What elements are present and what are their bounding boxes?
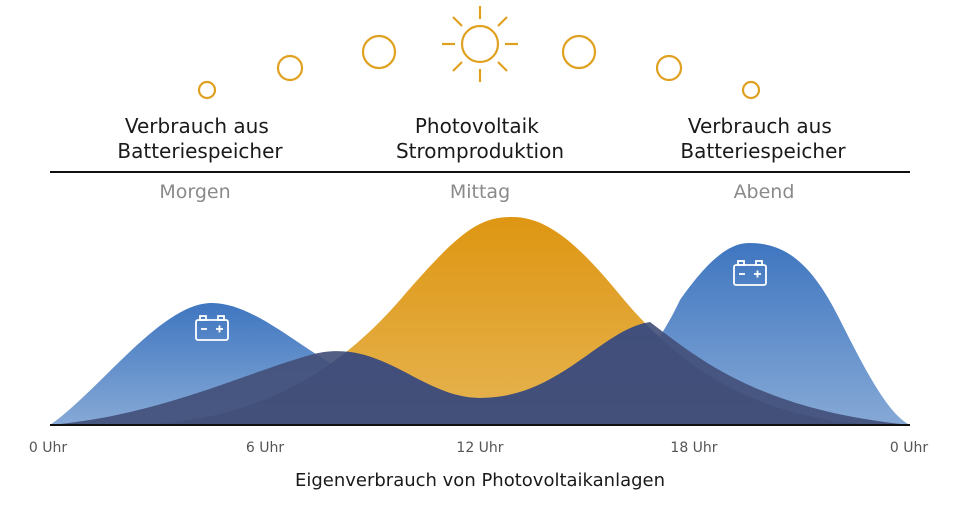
x-tick-label: 18 Uhr bbox=[670, 440, 717, 456]
small-sun-circle bbox=[197, 80, 217, 100]
heading-center-line2: Stromproduktion bbox=[396, 139, 564, 163]
small-sun-circle bbox=[741, 80, 761, 100]
medium-sun-circle bbox=[276, 54, 304, 82]
heading-right: Verbrauch aus Batteriespeicher bbox=[680, 114, 846, 163]
heading-center-line1: Photovoltaik bbox=[415, 114, 539, 138]
consumption-area bbox=[50, 322, 910, 425]
period-noon: Mittag bbox=[450, 181, 510, 203]
period-evening: Abend bbox=[734, 181, 795, 203]
battery-icon bbox=[195, 315, 229, 341]
sun-arc bbox=[197, 6, 761, 100]
period-morning: Morgen bbox=[159, 181, 230, 203]
heading-left: Verbrauch aus Batteriespeicher bbox=[117, 114, 283, 163]
heading-right-line1: Verbrauch aus bbox=[688, 114, 832, 138]
x-tick-label: 6 Uhr bbox=[246, 440, 284, 456]
heading-right-line2: Batteriespeicher bbox=[680, 139, 846, 163]
heading-left-line2: Batteriespeicher bbox=[117, 139, 283, 163]
battery-icon bbox=[733, 260, 767, 286]
heading-center: Photovoltaik Stromproduktion bbox=[396, 114, 564, 163]
large-sun-circle bbox=[361, 34, 397, 70]
diagram-caption: Eigenverbrauch von Photovoltaikanlagen bbox=[295, 470, 665, 491]
x-tick-label: 12 Uhr bbox=[456, 440, 503, 456]
x-tick-label: 0 Uhr bbox=[890, 440, 928, 456]
battery-evening-area bbox=[520, 243, 910, 425]
heading-left-line1: Verbrauch aus bbox=[125, 114, 269, 138]
curves bbox=[50, 217, 910, 425]
large-sun-circle bbox=[561, 34, 597, 70]
medium-sun-circle bbox=[655, 54, 683, 82]
sun-icon bbox=[442, 6, 518, 82]
x-tick-label: 0 Uhr bbox=[29, 440, 67, 456]
